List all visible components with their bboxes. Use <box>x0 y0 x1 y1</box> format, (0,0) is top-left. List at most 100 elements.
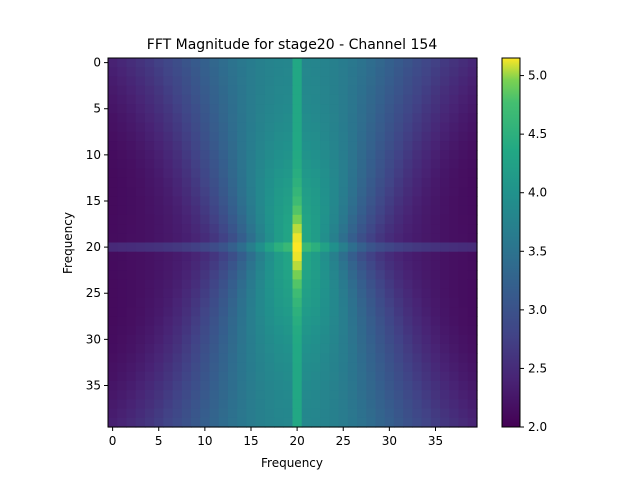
heatmap-cell <box>467 76 478 87</box>
heatmap-cell <box>283 76 294 87</box>
heatmap-cell <box>209 76 220 87</box>
heatmap-cell <box>246 390 257 400</box>
heatmap-cell <box>458 233 469 244</box>
heatmap-cell <box>255 177 266 188</box>
heatmap-cell <box>329 390 340 400</box>
heatmap-cell <box>449 270 460 280</box>
heatmap-cell <box>384 242 395 253</box>
heatmap-cell <box>126 94 137 105</box>
heatmap-cell <box>154 390 164 400</box>
heatmap-cell <box>246 214 257 225</box>
heatmap-cell <box>108 260 118 271</box>
heatmap-cell <box>393 85 404 96</box>
colorbar-tick-label: 3.0 <box>528 303 547 317</box>
heatmap-cell <box>191 408 201 419</box>
heatmap-cell <box>310 297 321 308</box>
heatmap-cell <box>347 196 358 207</box>
heatmap-cell <box>135 196 146 207</box>
heatmap-cell <box>393 417 404 428</box>
heatmap-cell <box>191 297 201 308</box>
heatmap-cell <box>172 85 183 96</box>
heatmap-cell <box>264 159 275 170</box>
heatmap-cell <box>246 242 257 253</box>
heatmap-cell <box>375 150 386 161</box>
heatmap-cell <box>246 316 257 327</box>
heatmap-cell <box>200 187 211 197</box>
heatmap-cell <box>200 159 211 170</box>
heatmap-cell <box>154 279 164 290</box>
heatmap-cell <box>430 371 441 382</box>
heatmap-cell <box>329 325 340 336</box>
heatmap-cell <box>191 58 201 68</box>
heatmap-cell <box>144 224 155 234</box>
heatmap-cell <box>310 141 321 151</box>
heatmap-cell <box>283 343 294 354</box>
heatmap-cell <box>237 76 247 87</box>
heatmap-cell <box>320 177 330 188</box>
heatmap-cell <box>117 325 128 336</box>
heatmap-cell <box>117 67 128 78</box>
heatmap-cell <box>384 58 395 68</box>
heatmap-cell <box>393 94 404 105</box>
heatmap-cell <box>218 113 229 124</box>
heatmap-cell <box>218 131 229 142</box>
heatmap-cell <box>458 187 469 197</box>
heatmap-cell <box>320 260 330 271</box>
heatmap-cell <box>227 113 238 124</box>
heatmap-cell <box>181 371 192 382</box>
heatmap-cell <box>320 122 330 133</box>
heatmap-cell <box>329 196 340 207</box>
heatmap-cell <box>366 334 377 345</box>
heatmap-cell <box>264 67 275 78</box>
heatmap-cell <box>144 417 155 428</box>
heatmap-cell <box>154 408 164 419</box>
heatmap-cell <box>347 131 358 142</box>
heatmap-cell <box>384 113 395 124</box>
heatmap-cell <box>458 94 469 105</box>
heatmap-cell <box>181 214 192 225</box>
heatmap-cell <box>163 58 174 68</box>
heatmap-cell <box>347 150 358 161</box>
heatmap-cell <box>440 67 450 78</box>
heatmap-cell <box>440 196 450 207</box>
heatmap-cell <box>237 279 247 290</box>
heatmap-cell <box>301 408 312 419</box>
heatmap-cell <box>292 307 303 317</box>
heatmap-cell <box>283 177 294 188</box>
heatmap-cell <box>458 159 469 170</box>
heatmap-cell <box>458 67 469 78</box>
heatmap-cell <box>135 380 146 391</box>
heatmap-cell <box>108 205 118 216</box>
heatmap-cell <box>209 214 220 225</box>
heatmap-cell <box>200 362 211 373</box>
heatmap-cell <box>338 380 349 391</box>
heatmap-cell <box>283 168 294 179</box>
heatmap-cell <box>154 224 164 234</box>
heatmap-cell <box>329 168 340 179</box>
heatmap-cell <box>283 307 294 317</box>
heatmap-cell <box>181 408 192 419</box>
heatmap-cell <box>172 417 183 428</box>
heatmap-cell <box>237 288 247 299</box>
heatmap-cell <box>154 270 164 280</box>
heatmap-cell <box>320 362 330 373</box>
heatmap-cell <box>412 76 423 87</box>
heatmap-cell <box>200 251 211 262</box>
heatmap-cell <box>209 122 220 133</box>
heatmap-cell <box>458 214 469 225</box>
heatmap-cell <box>458 408 469 419</box>
heatmap-cell <box>181 141 192 151</box>
heatmap-cell <box>283 353 294 364</box>
heatmap-cell <box>449 288 460 299</box>
heatmap-cell <box>430 196 441 207</box>
heatmap-cell <box>191 76 201 87</box>
heatmap-cell <box>430 260 441 271</box>
heatmap-cell <box>144 76 155 87</box>
heatmap-cell <box>126 150 137 161</box>
heatmap-cell <box>237 187 247 197</box>
heatmap-cell <box>227 390 238 400</box>
heatmap-cell <box>191 316 201 327</box>
heatmap-cell <box>430 390 441 400</box>
heatmap-cell <box>412 58 423 68</box>
heatmap-cell <box>347 85 358 96</box>
